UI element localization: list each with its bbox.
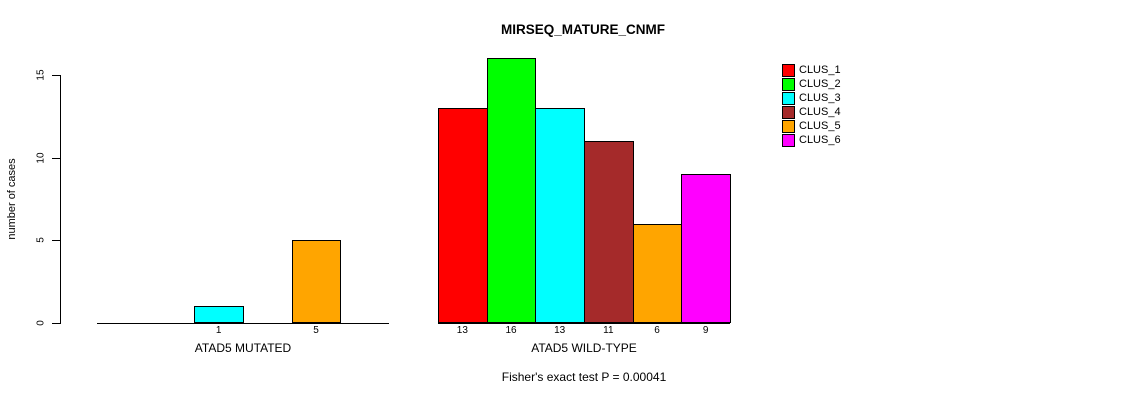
chart-title: MIRSEQ_MATURE_CNMF	[500, 22, 666, 37]
y-axis-tick	[52, 323, 60, 324]
bar-clus_4	[584, 141, 634, 323]
bar-value-label: 5	[313, 325, 319, 336]
legend-label: CLUS_6	[799, 134, 841, 146]
legend-swatch-icon	[782, 106, 795, 119]
fisher-note: Fisher's exact test P = 0.00041	[501, 370, 667, 384]
y-axis-tick	[52, 157, 60, 159]
legend-swatch-icon	[782, 120, 795, 133]
x-axis-line	[438, 323, 730, 324]
legend-label: CLUS_1	[799, 64, 841, 76]
group-label: ATAD5 WILD-TYPE	[531, 341, 637, 355]
bar-clus_1	[438, 108, 488, 323]
bar-value-label: 11	[603, 325, 614, 336]
bar-value-label: 6	[654, 325, 660, 336]
bar-value-label: 1	[215, 325, 222, 336]
bar-clus_6	[681, 174, 731, 323]
legend-item: CLUS_5	[782, 120, 841, 133]
group-label: ATAD5 MUTATED	[194, 341, 292, 355]
bar-clus_3	[535, 108, 585, 323]
y-tick-label: 15	[35, 69, 47, 81]
bar-value-label: 13	[456, 325, 468, 336]
bar-value-label: 9	[702, 325, 709, 336]
bar-value-label: 16	[505, 325, 517, 336]
legend-item: CLUS_1	[782, 64, 841, 77]
y-axis-tick	[52, 240, 60, 242]
y-tick-label: 10	[35, 152, 47, 164]
y-axis-label: number of cases	[6, 158, 18, 240]
legend-item: CLUS_6	[782, 134, 841, 147]
bar-clus_3	[194, 306, 244, 323]
legend-label: CLUS_3	[799, 92, 841, 104]
x-axis-line	[97, 323, 389, 324]
legend-swatch-icon	[782, 78, 795, 91]
y-tick-label: 0	[35, 320, 47, 326]
y-axis-line	[60, 75, 61, 324]
y-tick-label: 5	[35, 237, 47, 244]
legend-item: CLUS_4	[782, 106, 841, 119]
legend-swatch-icon	[782, 92, 795, 105]
bar-clus_5	[291, 240, 342, 323]
legend-item: CLUS_3	[782, 92, 841, 105]
legend-swatch-icon	[782, 134, 795, 147]
legend-label: CLUS_5	[799, 120, 841, 132]
legend-label: CLUS_4	[799, 106, 841, 118]
legend-item: CLUS_2	[782, 78, 841, 91]
legend-swatch-icon	[782, 64, 795, 77]
bar-clus_2	[486, 58, 537, 323]
legend-label: CLUS_2	[799, 78, 841, 90]
bar-value-label: 13	[554, 325, 566, 336]
bar-clus_5	[632, 223, 683, 323]
y-axis-tick	[52, 75, 60, 76]
